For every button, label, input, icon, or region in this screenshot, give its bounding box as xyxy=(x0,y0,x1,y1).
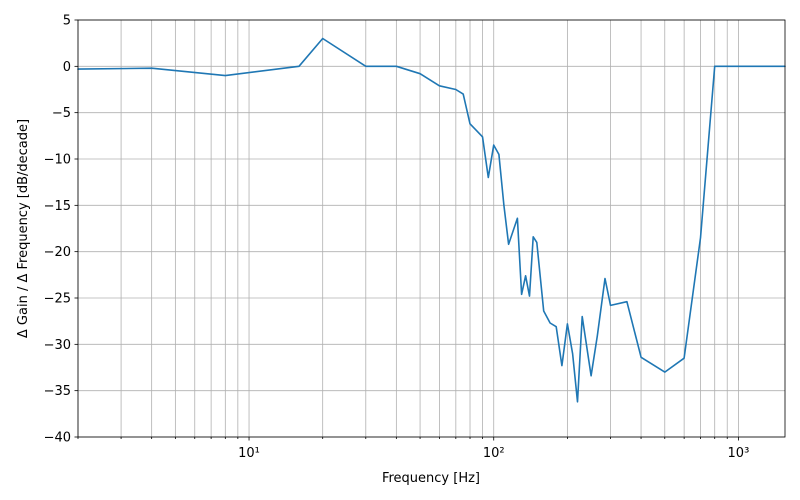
y-tick-label: −15 xyxy=(44,199,71,214)
y-tick-label: 5 xyxy=(63,14,71,29)
x-tick-label: 10³ xyxy=(728,446,750,461)
x-tick-label: 10² xyxy=(483,446,505,461)
y-tick-label: 0 xyxy=(63,60,71,75)
y-tick-label: −20 xyxy=(44,245,71,260)
x-tick-label: 10¹ xyxy=(238,446,260,461)
series-group xyxy=(77,37,786,403)
x-axis-label: Frequency [Hz] xyxy=(382,471,480,486)
y-tick-label: −5 xyxy=(52,106,71,121)
ticks xyxy=(74,19,739,441)
grid xyxy=(77,19,785,438)
series-line xyxy=(77,37,786,403)
y-tick-label: −30 xyxy=(44,338,71,353)
plot-frame xyxy=(77,19,786,438)
y-axis-label: Δ Gain / Δ Frequency [dB/decade] xyxy=(16,119,31,338)
y-tick-label: −40 xyxy=(44,431,71,446)
y-tick-label: −25 xyxy=(44,292,71,307)
tick-labels: 10¹ 10² 10³ 5 0 −5 −10 −15 −20 −25 −30 −35 −40 xyxy=(44,14,750,462)
y-tick-label: −10 xyxy=(44,153,71,168)
y-tick-label: −35 xyxy=(44,384,71,399)
